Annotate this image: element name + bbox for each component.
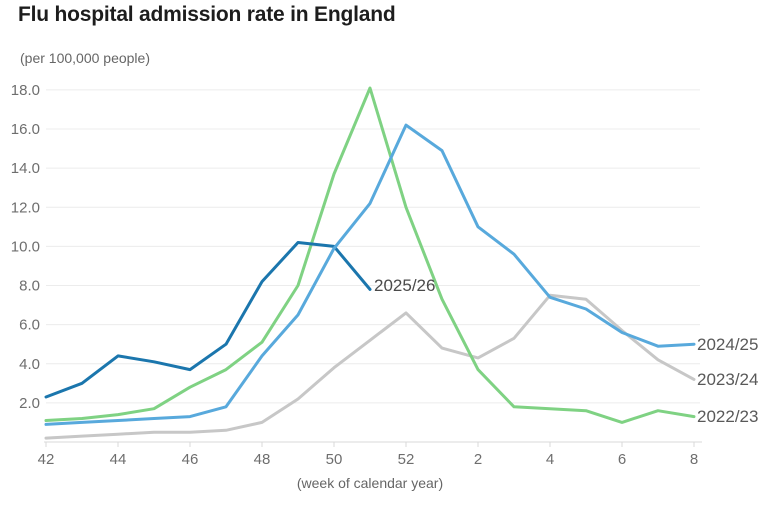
series-line-2025-26 (44, 241, 372, 399)
x-axis-tick-label: 42 (38, 451, 55, 468)
x-axis-tick-label: 46 (182, 451, 199, 468)
y-axis-tick-label: 2.0 (19, 395, 40, 412)
y-axis-tick-label: 14.0 (11, 160, 40, 177)
series-label-2025-26: 2025/26 (374, 276, 436, 295)
y-axis-tick-label: 8.0 (19, 278, 40, 295)
series-line-2023-24 (44, 293, 696, 440)
chart-subtitle: (per 100,000 people) (20, 50, 150, 66)
page-title: Flu hospital admission rate in England (18, 3, 396, 26)
y-axis-tick-label: 6.0 (19, 317, 40, 334)
y-axis-tick-label: 16.0 (11, 121, 40, 138)
x-axis-tick-label: 48 (254, 451, 271, 468)
y-axis-tick-label: 10.0 (11, 238, 40, 255)
x-axis-tick-label: 6 (618, 451, 626, 468)
x-axis-tick-label: 52 (398, 451, 415, 468)
y-axis-tick-label: 4.0 (19, 356, 40, 373)
x-axis-tick-label: 8 (690, 451, 698, 468)
series-line-2022-23 (44, 86, 696, 424)
series-label-2023-24: 2023/24 (697, 370, 759, 389)
y-axis-tick-label: 12.0 (11, 199, 40, 216)
x-axis-caption: (week of calendar year) (296, 475, 444, 491)
series-line-2024-25 (44, 123, 696, 426)
x-axis-tick-label: 2 (474, 451, 482, 468)
series-label-2022-23: 2022/23 (697, 407, 759, 426)
x-axis-tick-label: 44 (110, 451, 127, 468)
x-axis-tick-label: 50 (326, 451, 343, 468)
series-label-2024-25: 2024/25 (697, 335, 759, 354)
x-axis-tick-label: 4 (546, 451, 554, 468)
y-axis-tick-label: 18.0 (11, 82, 40, 99)
